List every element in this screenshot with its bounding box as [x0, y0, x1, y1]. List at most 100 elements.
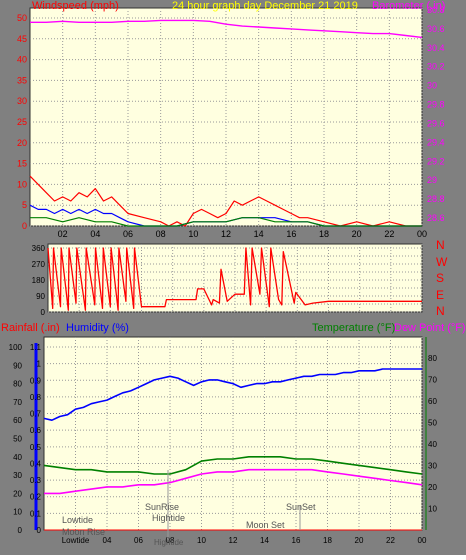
humidity-tick-label: 0: [18, 526, 23, 535]
humidity-tick-label: 40: [13, 453, 22, 462]
lower-x-tick-label: 14: [260, 536, 269, 545]
barometer-tick-label: 30.8: [427, 5, 445, 15]
humidity-tick-label: 50: [13, 435, 22, 444]
lower-x-tick-label: Lowtide: [62, 536, 90, 545]
lower-x-tick-label: 08: [166, 536, 175, 545]
lower-x-tick-label: 22: [386, 536, 395, 545]
barometer-tick-label: 29.2: [427, 156, 445, 166]
wind-gust-line: [29, 175, 422, 227]
moonrise-label: Moon Rise: [62, 527, 105, 537]
temperature-tick-label: 20: [428, 483, 437, 492]
windspeed-tick-label: 15: [17, 159, 27, 169]
hightide-label: Hightide: [152, 513, 185, 523]
series-lines: [29, 19, 423, 531]
top-x-tick-label: 06: [123, 229, 133, 239]
lower-x-tick-label: 06: [134, 536, 143, 545]
direction-label-south: S: [436, 271, 444, 285]
temperature-tick-label: 40: [428, 440, 437, 449]
barometer-tick-label: 29: [427, 175, 437, 185]
barometer-tick-label: 29.8: [427, 100, 445, 110]
direction-label-east: E: [436, 288, 444, 302]
temperature-axis-label: Temperature (°F): [312, 322, 395, 334]
windspeed-tick-label: 25: [17, 117, 27, 127]
lowtide-label: Lowtide: [62, 515, 93, 525]
direction-tick-label: 90: [36, 292, 45, 301]
top-x-tick-label: 08: [156, 229, 166, 239]
temperature-tick-label: 80: [428, 354, 437, 363]
rainfall-tick-label: 0: [37, 526, 42, 535]
hightide-bottom-label: Hightide: [154, 538, 184, 547]
moonset-label: Moon Set: [246, 520, 285, 530]
barometer-tick-label: 28.8: [427, 194, 445, 204]
wind-direction-line: [47, 247, 422, 311]
rainfall-tick-label: 0.4: [30, 459, 42, 468]
barometer-line: [30, 19, 423, 39]
barometer-tick-label: 29.6: [427, 118, 445, 128]
direction-tick-label: 360: [32, 244, 46, 253]
windspeed-axis-label: Windspeed (mph): [32, 0, 119, 12]
humidity-axis-label: Humidity (%): [66, 322, 129, 334]
temperature-tick-label: 30: [428, 461, 437, 470]
lower-grid: [34, 337, 427, 531]
humidity-tick-label: 90: [13, 361, 22, 370]
lower-x-tick-label: 16: [292, 536, 301, 545]
rainfall-tick-label: 0.8: [30, 393, 42, 402]
windspeed-tick-label: 35: [17, 75, 27, 85]
lower-x-tick-label: 04: [103, 536, 112, 545]
graph-title: 24 hour graph day December 21 2019: [172, 0, 358, 12]
windspeed-tick-label: 10: [17, 179, 27, 189]
top-x-tick-label: 00: [417, 229, 427, 239]
rainfall-axis-label: Rainfall (.in): [1, 322, 60, 334]
lower-x-tick-label: 12: [229, 536, 238, 545]
direction-label-north: N: [436, 238, 445, 252]
rainfall-tick-label: 0.2: [30, 493, 42, 502]
top-tick-labels: 0 5 10 15 20 25 30 35 40 45 50 28.6 28.8 29 29.2 29.4 29…: [17, 5, 445, 239]
lower-x-tick-label: 20: [355, 536, 364, 545]
windspeed-tick-label: 45: [17, 34, 27, 44]
rainfall-tick-label: 0.6: [30, 426, 42, 435]
windspeed-tick-label: 30: [17, 96, 27, 106]
lower-x-tick-label: 10: [197, 536, 206, 545]
wind-minimum-line: [30, 217, 422, 227]
humidity-tick-label: 80: [13, 380, 22, 389]
rainfall-tick-label: 1: [37, 360, 42, 369]
sunset-label: SunSet: [286, 502, 316, 512]
rainfall-tick-label: 0.5: [30, 443, 42, 452]
sunrise-label: SunRise: [145, 502, 179, 512]
windspeed-tick-label: 50: [17, 13, 27, 23]
barometer-tick-label: 30.2: [427, 62, 445, 72]
temperature-tick-label: 70: [428, 375, 437, 384]
barometer-tick-label: 30.4: [427, 43, 445, 53]
rainfall-tick-label: 0.3: [30, 476, 42, 485]
humidity-tick-label: 60: [13, 416, 22, 425]
top-x-tick-label: 14: [254, 229, 264, 239]
top-grid: [30, 8, 423, 227]
barometer-axis-label: Barometer (.in): [372, 0, 445, 12]
direction-label-west: W: [436, 255, 448, 269]
barometer-tick-label: 30: [427, 81, 437, 91]
dewpoint-line: [44, 468, 423, 495]
windspeed-tick-label: 40: [17, 55, 27, 65]
top-x-tick-label: 16: [286, 229, 296, 239]
rainfall-tick-label: 1.1: [30, 343, 42, 352]
direction-tick-label: 180: [32, 276, 46, 285]
wind-baro-plot-area: [29, 7, 423, 227]
top-x-tick-label: 22: [384, 229, 394, 239]
rainfall-tick-label: 0.9: [30, 376, 42, 385]
lower-x-tick-label: 00: [418, 536, 427, 545]
direction-tick-label: 270: [32, 260, 46, 269]
temperature-tick-label: 10: [428, 504, 437, 513]
windspeed-tick-label: 0: [22, 221, 27, 231]
dewpoint-axis-label: Dew Point (°F): [394, 322, 466, 334]
rainfall-tick-label: 0.1: [30, 509, 42, 518]
temperature-line: [43, 455, 423, 475]
humidity-tick-label: 70: [13, 398, 22, 407]
direction-tick-labels: 0 90 180 270 360: [32, 244, 46, 317]
humidity-line: [43, 368, 422, 422]
humidity-tick-label: 10: [13, 508, 22, 517]
top-x-tick-label: 20: [352, 229, 362, 239]
humidity-tick-label: 100: [9, 343, 23, 352]
lower-x-tick-label: 18: [323, 536, 332, 545]
barometer-tick-label: 28.6: [427, 213, 445, 223]
